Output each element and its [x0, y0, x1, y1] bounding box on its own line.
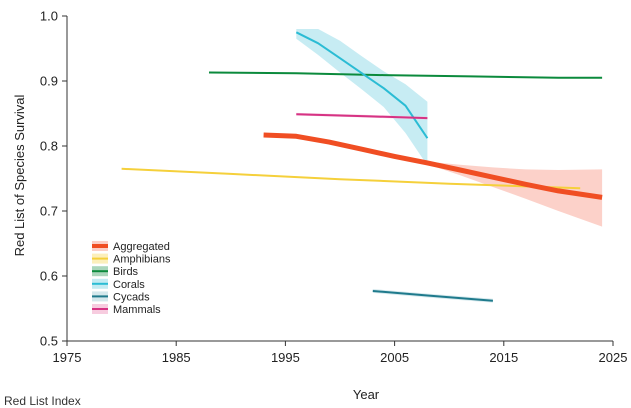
legend-item-cycads: Cycads	[92, 291, 150, 303]
line-birds	[208, 71, 603, 79]
y-tick-label: 0.9	[40, 74, 58, 89]
x-axis-ticks: 1975 1985 1995 2005 2015 2025	[53, 341, 628, 365]
x-tick-label: 1975	[53, 350, 82, 365]
line-amphibians	[121, 167, 581, 190]
y-axis-ticks: 0.5 0.6 0.7 0.8 0.9 1.0	[40, 9, 67, 349]
line-aggregated	[263, 132, 603, 200]
x-tick-label: 1985	[162, 350, 191, 365]
x-tick-label: 1995	[271, 350, 300, 365]
legend-label: Aggregated	[113, 241, 170, 253]
legend-label: Cycads	[113, 291, 150, 303]
axes	[66, 16, 613, 342]
band-corals	[296, 29, 428, 166]
legend-item-aggregated: Aggregated	[92, 241, 170, 253]
x-axis-title: Year	[353, 387, 380, 402]
legend-item-amphibians: Amphibians	[92, 253, 171, 266]
y-tick-label: 0.5	[40, 334, 58, 349]
legend-label: Birds	[113, 266, 139, 278]
x-tick-label: 2015	[489, 350, 518, 365]
series-lines	[121, 31, 603, 302]
legend-label: Mammals	[113, 304, 161, 316]
line-corals	[295, 31, 429, 139]
footer-caption: Red List Index	[4, 394, 81, 408]
legend-item-birds: Birds	[92, 266, 139, 278]
legend-label: Amphibians	[113, 254, 171, 266]
y-axis-title: Red List of Species Survival	[12, 94, 27, 256]
y-tick-label: 1.0	[40, 9, 58, 24]
y-tick-label: 0.7	[40, 204, 58, 219]
legend-label: Corals	[113, 279, 145, 291]
legend: AggregatedAmphibiansBirdsCoralsCycadsMam…	[92, 241, 171, 316]
y-tick-label: 0.8	[40, 139, 58, 154]
line-cycads	[372, 290, 493, 302]
legend-item-mammals: Mammals	[92, 304, 161, 316]
band-aggregated	[263, 133, 603, 227]
line-mammals	[296, 113, 428, 120]
x-tick-label: 2005	[380, 350, 409, 365]
y-tick-label: 0.6	[40, 269, 58, 284]
legend-item-corals: Corals	[92, 278, 145, 291]
x-tick-label: 2025	[599, 350, 628, 365]
